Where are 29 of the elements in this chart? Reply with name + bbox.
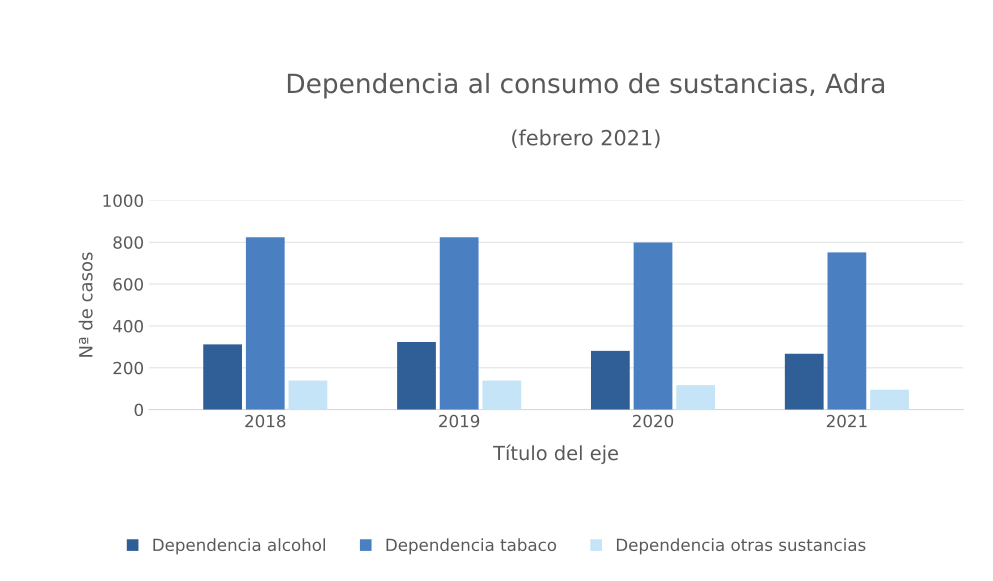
legend-label: Dependencia alcohol	[153, 538, 325, 554]
bar	[440, 237, 479, 410]
y-tick-label: 0	[134, 404, 143, 416]
bar	[203, 344, 242, 410]
chart-title: Dependencia al consumo de sustancias, Adra	[288, 72, 884, 98]
bar	[288, 380, 328, 410]
y-tick-label: 1000	[104, 194, 143, 208]
bar	[676, 385, 716, 410]
x-tick-label: 2020	[633, 414, 674, 428]
bar	[828, 252, 866, 410]
bar	[590, 350, 630, 410]
bar	[397, 342, 436, 410]
x-tick-label: 2021	[826, 414, 867, 428]
bar	[784, 354, 824, 410]
chart-subtitle: (febrero 2021)	[512, 129, 660, 148]
y-tick-label: 200	[114, 362, 143, 374]
bar	[870, 390, 909, 410]
y-tick-label: 600	[113, 278, 143, 291]
y-tick-label: 400	[113, 320, 143, 333]
bar	[634, 242, 672, 410]
y-tick-label: 800	[113, 236, 143, 249]
bar	[482, 380, 522, 410]
legend-label: Dependencia otras sustancias	[616, 538, 866, 554]
legend-label: Dependencia tabaco	[386, 538, 556, 554]
x-tick-label: 2018	[245, 414, 286, 428]
x-axis-title: Título del eje	[493, 444, 618, 464]
bar	[246, 237, 285, 410]
y-axis-title: Nª de casos	[78, 252, 93, 357]
x-tick-label: 2019	[439, 414, 480, 428]
